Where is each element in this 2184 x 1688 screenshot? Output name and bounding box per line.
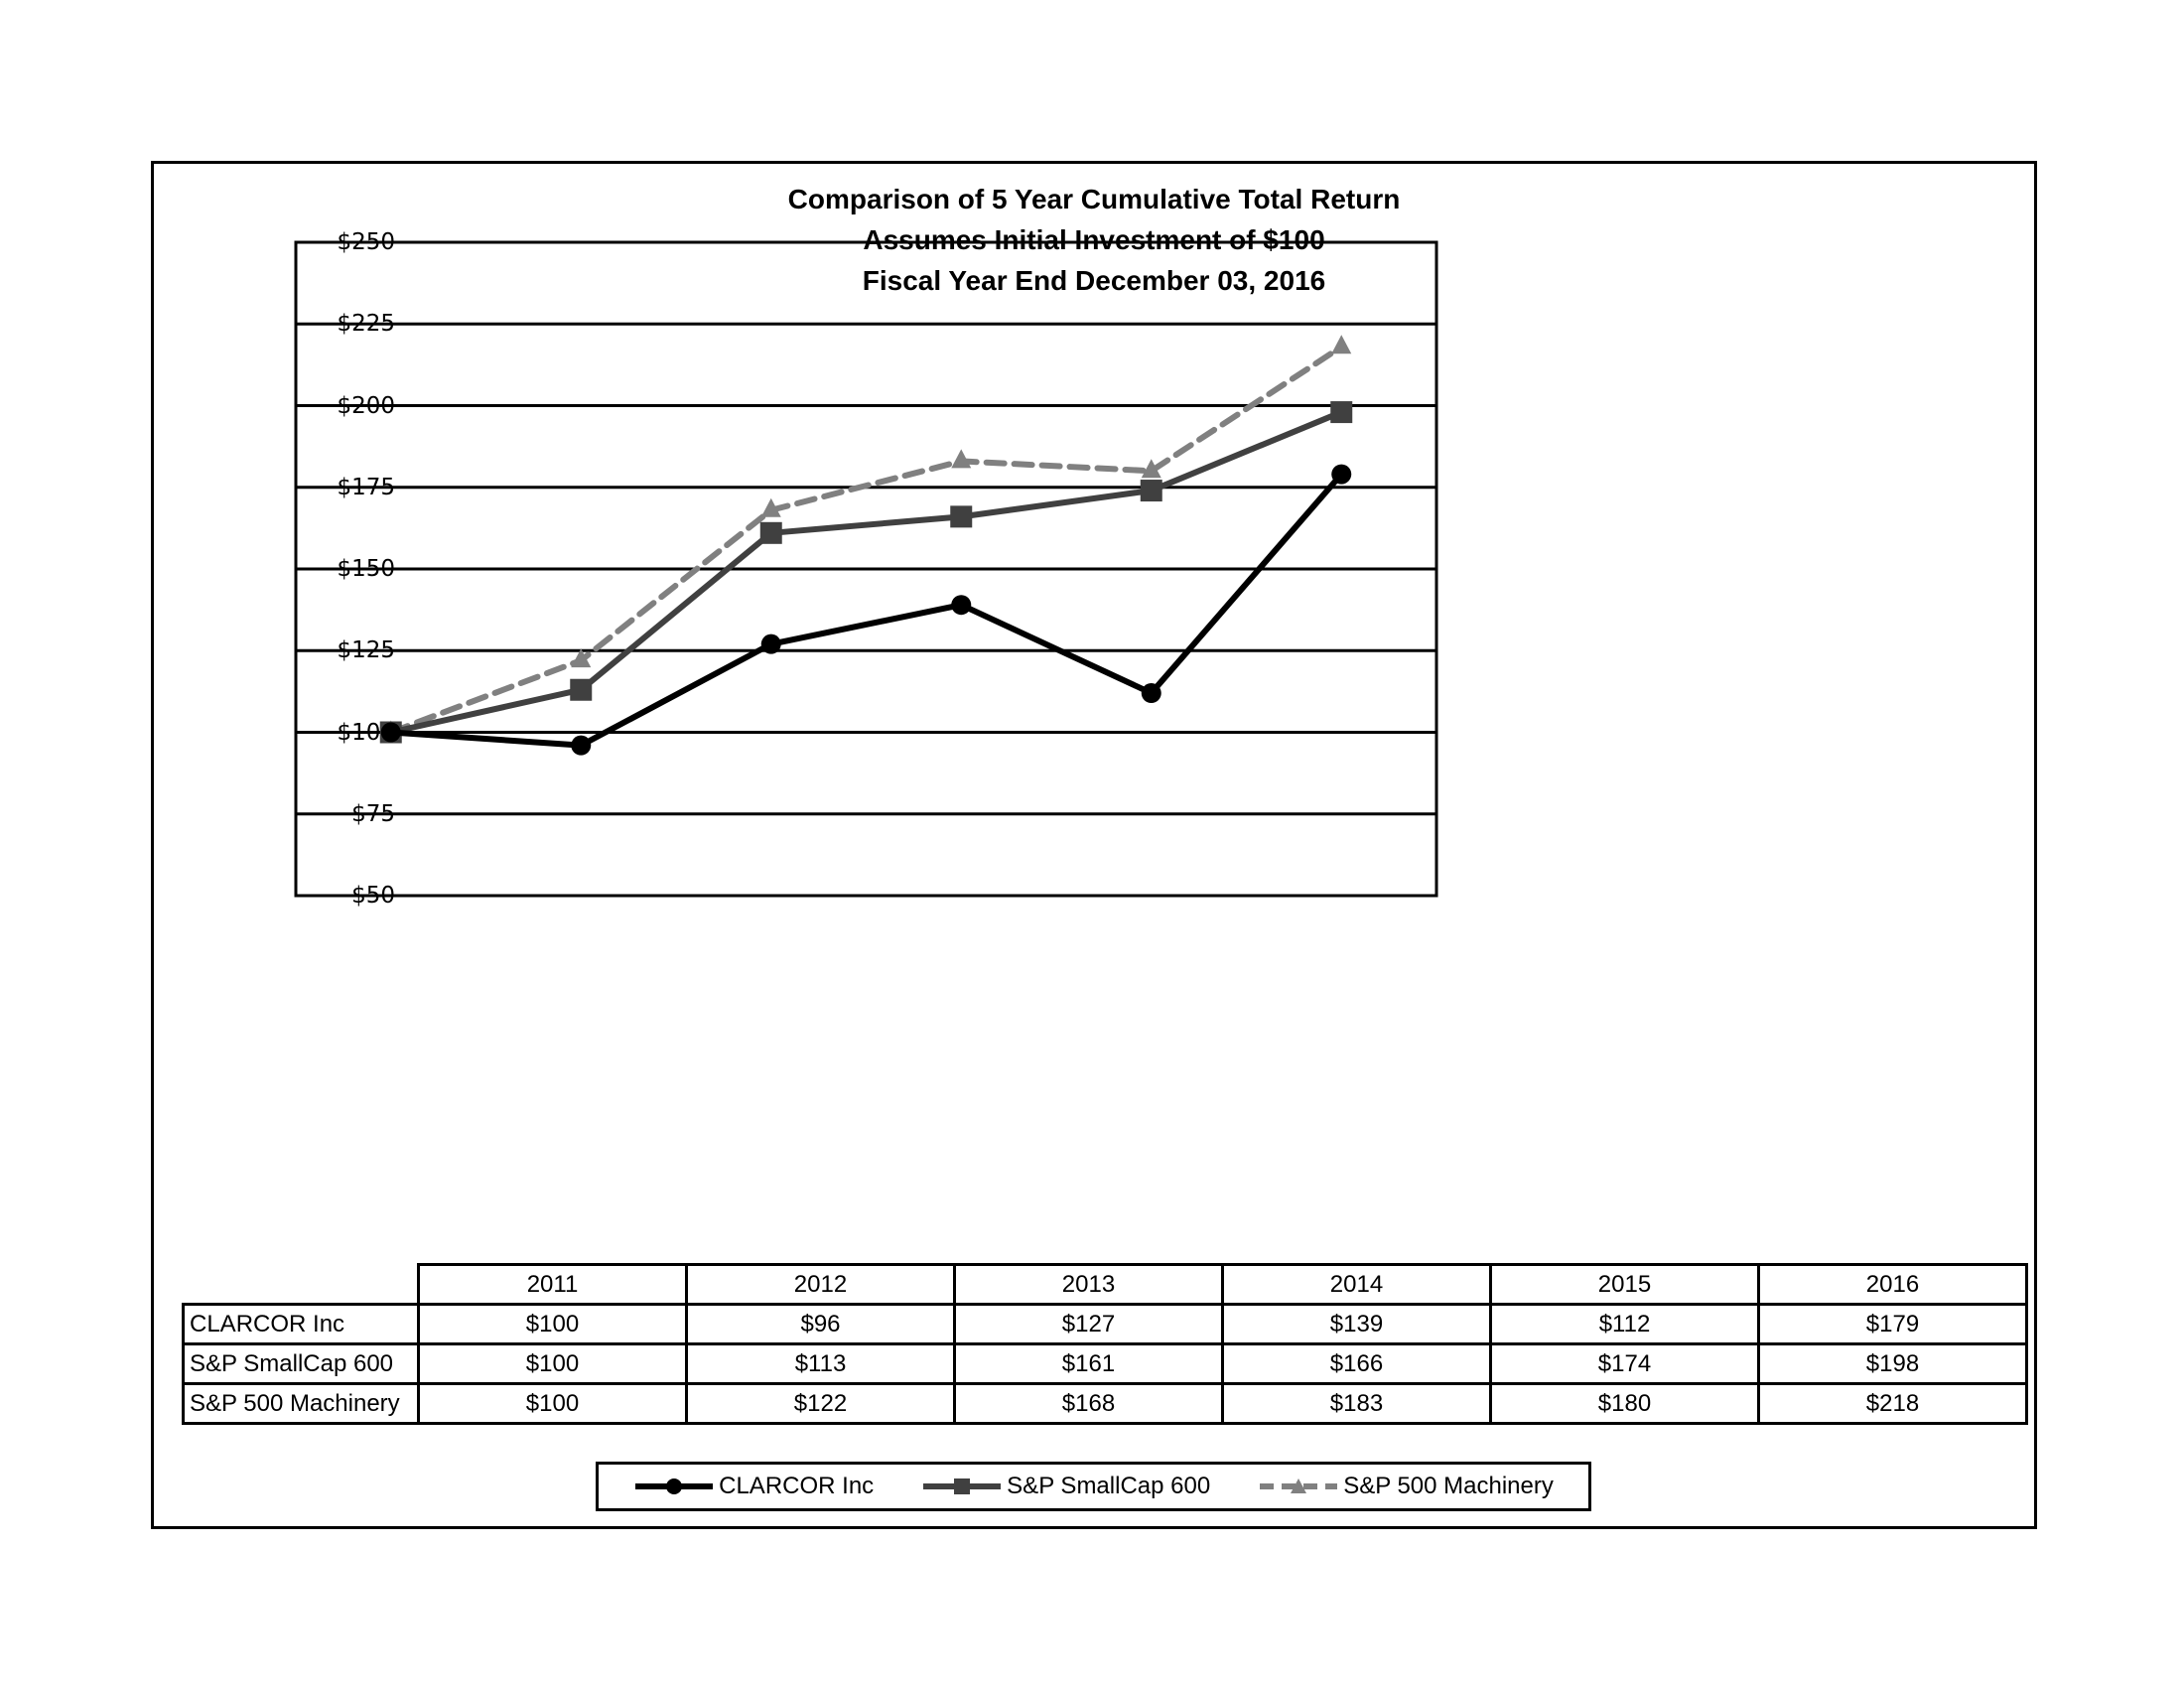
square-marker-icon (950, 505, 973, 528)
gridlines (296, 322, 1436, 816)
table-header-row: 2011 2012 2013 2014 2015 2016 (183, 1263, 2028, 1306)
table-cell: $166 (1221, 1342, 1492, 1385)
triangle-marker-icon (571, 648, 592, 668)
title-line-2: Assumes Initial Investment of $100 (863, 224, 1325, 255)
series-lines (379, 335, 1353, 756)
chart-title: Comparison of 5 Year Cumulative Total Re… (151, 179, 2037, 301)
triangle-marker-icon (951, 449, 972, 469)
triangle-marker-icon (1141, 459, 1161, 479)
circle-marker-icon (571, 735, 592, 756)
plot-border (294, 240, 1438, 898)
table-cell: $180 (1489, 1382, 1760, 1425)
data-table: 2011 2012 2013 2014 2015 2016 CLARCOR In… (182, 1263, 2028, 1425)
table-cell: $100 (417, 1342, 688, 1385)
table-row: CLARCOR Inc $100 $96 $127 $139 $112 $179 (182, 1303, 2028, 1345)
triangle-marker-icon (1331, 335, 1352, 354)
row-label: S&P 500 Machinery (182, 1382, 420, 1425)
circle-marker-icon (1141, 683, 1161, 704)
series-line (387, 344, 1345, 736)
legend-item-machinery: S&P 500 Machinery (1258, 1473, 1554, 1500)
table-cell: $112 (1489, 1303, 1760, 1345)
legend-label: S&P 500 Machinery (1343, 1473, 1554, 1499)
year-header: 2016 (1757, 1263, 2028, 1306)
table-cell: $139 (1221, 1303, 1492, 1345)
circle-marker-icon (380, 722, 401, 743)
table-cell: $218 (1757, 1382, 2028, 1425)
table-cell: $179 (1757, 1303, 2028, 1345)
circle-marker-icon (1331, 464, 1352, 485)
table-cell: $174 (1489, 1342, 1760, 1385)
table-cell: $127 (953, 1303, 1224, 1345)
circle-marker-icon (635, 1478, 714, 1494)
year-header: 2015 (1489, 1263, 1760, 1306)
square-marker-icon (923, 1478, 1002, 1494)
table-row: S&P 500 Machinery $100 $122 $168 $183 $1… (182, 1382, 2028, 1425)
table-cell: $122 (685, 1382, 956, 1425)
series-line (390, 472, 1344, 749)
chart-frame (151, 161, 2037, 1529)
table-cell: $198 (1757, 1342, 2028, 1385)
legend-label: CLARCOR Inc (719, 1473, 875, 1499)
square-marker-icon (759, 521, 782, 544)
table-cell: $168 (953, 1382, 1224, 1425)
year-header: 2011 (417, 1263, 688, 1306)
triangle-marker-icon (1260, 1478, 1338, 1493)
square-marker-icon (1140, 480, 1162, 502)
square-marker-icon (570, 678, 593, 701)
legend-label: S&P SmallCap 600 (1007, 1473, 1211, 1499)
table-cell: $183 (1221, 1382, 1492, 1425)
table-cell: $113 (685, 1342, 956, 1385)
chart-legend: CLARCOR Inc S&P SmallCap 600 S&P 500 Mac… (596, 1462, 1591, 1511)
year-header: 2013 (953, 1263, 1224, 1306)
table-cell: $100 (417, 1303, 688, 1345)
table-row: S&P SmallCap 600 $100 $113 $161 $166 $17… (182, 1342, 2028, 1385)
table-cell: $161 (953, 1342, 1224, 1385)
table-cell: $100 (417, 1382, 688, 1425)
title-line-1: Comparison of 5 Year Cumulative Total Re… (787, 184, 1401, 214)
year-header: 2012 (685, 1263, 956, 1306)
triangle-marker-icon (760, 497, 781, 517)
circle-marker-icon (951, 595, 972, 616)
table-corner (183, 1264, 420, 1305)
legend-item-smallcap: S&P SmallCap 600 (921, 1473, 1210, 1500)
year-header: 2014 (1221, 1263, 1492, 1306)
title-line-3: Fiscal Year End December 03, 2016 (862, 265, 1326, 296)
table-cell: $96 (685, 1303, 956, 1345)
legend-item-clarcor: CLARCOR Inc (633, 1473, 874, 1500)
square-marker-icon (1330, 401, 1353, 424)
series-line (390, 409, 1343, 736)
row-label: S&P SmallCap 600 (182, 1342, 420, 1385)
row-label: CLARCOR Inc (182, 1303, 420, 1345)
circle-marker-icon (760, 633, 781, 654)
